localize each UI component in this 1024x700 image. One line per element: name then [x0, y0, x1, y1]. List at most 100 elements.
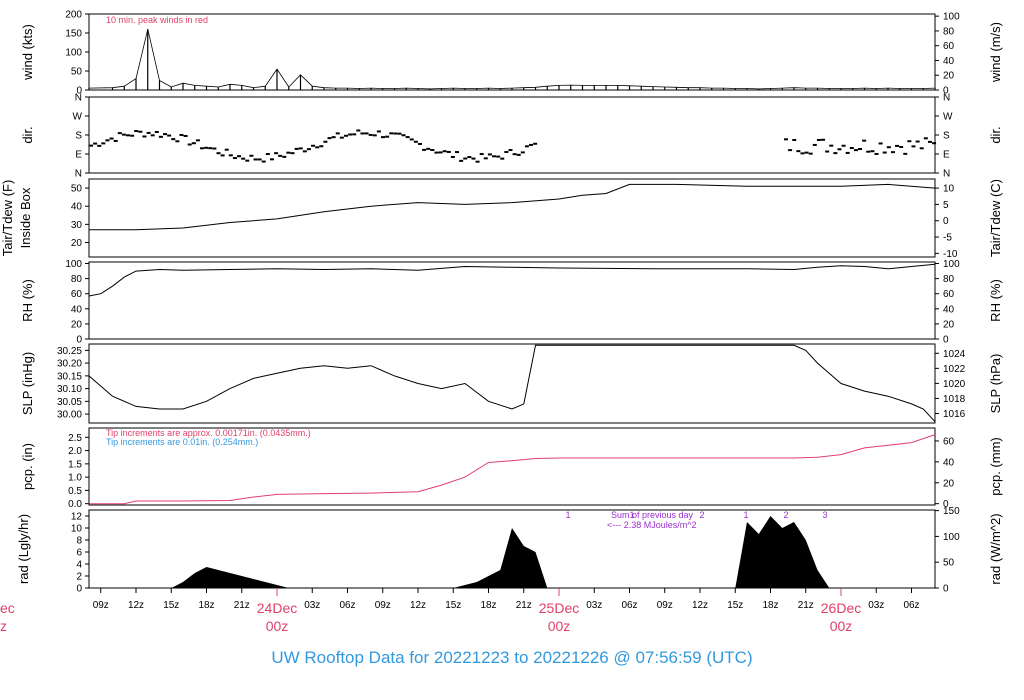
y-tick-label-rad: 0 [76, 584, 82, 595]
y-tick-label-rad: 10 [71, 524, 83, 535]
rad-area [171, 516, 830, 588]
x-tick-label: 06z [903, 600, 919, 611]
x-day-label-cut: ec [0, 600, 15, 616]
y-axis-label-pcp: pcp. (mm) [988, 437, 1003, 496]
y-tick-label-wind: 50 [71, 67, 83, 78]
y-tick-label-right-dir: N [943, 93, 950, 104]
y-axis-label-pcp: pcp. (in) [20, 443, 35, 490]
panel-frame-rh [88, 261, 936, 340]
pcp-note-blue: Tip increments are 0.01in. (0.254mm.) [106, 437, 258, 447]
x-tick-label: 15z [727, 600, 743, 611]
y-tick-label-slp: 30.00 [57, 410, 82, 421]
rad-marker: 1 [743, 510, 748, 520]
y-tick-label-slp: 30.25 [57, 346, 82, 357]
y-tick-label-dir: S [75, 131, 82, 142]
slp-line [88, 344, 936, 423]
x-tick-label: 21z [234, 600, 250, 611]
y-axis-label-temp-2: Inside Box [18, 187, 33, 248]
y-tick-label-right-temp: 5 [943, 200, 949, 211]
wind-peak-annotation: 10 min. peak winds in red [106, 15, 208, 25]
x-day-sub-label-cut: z [0, 618, 7, 634]
y-tick-label-rh: 60 [71, 289, 83, 300]
rad-marker: 2 [699, 510, 704, 520]
y-tick-label-dir: E [75, 150, 82, 161]
x-tick-label: 03z [868, 600, 884, 611]
y-axis-label-rh: RH (%) [988, 279, 1003, 322]
pcp-line [89, 434, 936, 505]
y-tick-label-dir: N [75, 169, 82, 180]
y-tick-label-right-dir: E [943, 150, 950, 161]
y-tick-label-right-temp: 10 [943, 184, 955, 195]
y-tick-label-right-rh: 60 [943, 289, 955, 300]
x-tick-label: 18z [762, 600, 778, 611]
x-day-label: 25Dec [539, 600, 579, 616]
y-tick-label-pcp: 1.5 [68, 459, 82, 470]
panel-frame-dir [88, 96, 936, 174]
y-axis-label-wind: wind (kts) [20, 24, 35, 81]
y-axis-label-rad: rad (W/m^2) [988, 513, 1003, 584]
y-tick-label-right-wind: 40 [943, 56, 955, 67]
y-tick-label-right-rad: 0 [943, 584, 949, 595]
y-axis-label-wind: wind (m/s) [988, 22, 1003, 83]
y-tick-label-right-slp: 1020 [943, 379, 966, 390]
y-axis-label-slp: SLP (hPa) [988, 354, 1003, 414]
x-day-label: 26Dec [821, 600, 861, 616]
y-tick-label-wind: 100 [65, 48, 82, 59]
y-tick-label-right-temp: -10 [943, 249, 958, 260]
y-tick-label-right-slp: 1018 [943, 394, 966, 405]
y-axis-label-dir: dir. [988, 126, 1003, 143]
y-axis-label-temp: Tair/Tdew (C) [988, 179, 1003, 257]
x-tick-label: 12z [410, 600, 426, 611]
y-axis-label-rad: rad (Lgly/hr) [16, 514, 31, 584]
x-tick-label: 03z [586, 600, 602, 611]
y-tick-label-right-rh: 20 [943, 319, 955, 330]
y-tick-label-right-rh: 100 [943, 259, 960, 270]
y-tick-label-right-rad: 50 [943, 558, 955, 569]
y-tick-label-right-pcp: 0 [943, 499, 949, 510]
y-tick-label-wind: 200 [65, 10, 82, 21]
pcp-note-red: Tip increments are approx. 0.00171in. (0… [106, 428, 311, 438]
y-tick-label-right-wind: 100 [943, 12, 960, 23]
y-tick-label-slp: 30.15 [57, 371, 82, 382]
y-axis-label-rh: RH (%) [20, 279, 35, 322]
x-day-label: 24Dec [257, 600, 297, 616]
chart-footer-title: UW Rooftop Data for 20221223 to 20221226… [271, 648, 753, 667]
y-tick-label-dir: W [73, 112, 83, 123]
y-tick-label-rad: 6 [76, 548, 82, 559]
y-tick-label-right-rh: 40 [943, 304, 955, 315]
y-tick-label-pcp: 1.0 [68, 473, 82, 484]
y-tick-label-rad: 4 [76, 560, 82, 571]
y-tick-label-pcp: 2.0 [68, 446, 82, 457]
x-tick-label: 03z [304, 600, 320, 611]
x-tick-label: 12z [128, 600, 144, 611]
y-tick-label-right-temp: -5 [943, 233, 952, 244]
rad-marker: 2 [783, 510, 788, 520]
x-tick-label: 15z [445, 600, 461, 611]
x-tick-label: 12z [692, 600, 708, 611]
y-tick-label-right-dir: N [943, 169, 950, 180]
x-day-sub-label: 00z [548, 618, 571, 634]
wind-line [88, 29, 936, 90]
rad-sum-value: <--- 2.38 MJoules/m^2 [607, 520, 697, 530]
panel-frame-wind [88, 13, 936, 91]
rad-marker: 3 [822, 510, 827, 520]
y-tick-label-right-wind: 20 [943, 71, 955, 82]
y-tick-label-wind: 0 [76, 86, 82, 97]
y-tick-label-right-slp: 1022 [943, 364, 966, 375]
y-tick-label-right-wind: 80 [943, 26, 955, 37]
y-tick-label-right-rh: 80 [943, 274, 955, 285]
y-tick-label-rh: 40 [71, 304, 83, 315]
y-tick-label-rad: 2 [76, 572, 82, 583]
x-tick-label: 18z [480, 600, 496, 611]
y-tick-label-right-pcp: 40 [943, 457, 955, 468]
y-tick-label-pcp: 0.5 [68, 486, 82, 497]
x-day-sub-label: 00z [830, 618, 853, 634]
x-tick-label: 09z [375, 600, 391, 611]
x-tick-label: 18z [198, 600, 214, 611]
y-axis-label-dir: dir. [20, 126, 35, 143]
y-tick-label-temp: 40 [71, 202, 83, 213]
y-tick-label-slp: 30.20 [57, 359, 82, 370]
rad-marker: 1 [629, 510, 634, 520]
y-tick-label-right-dir: S [943, 131, 950, 142]
